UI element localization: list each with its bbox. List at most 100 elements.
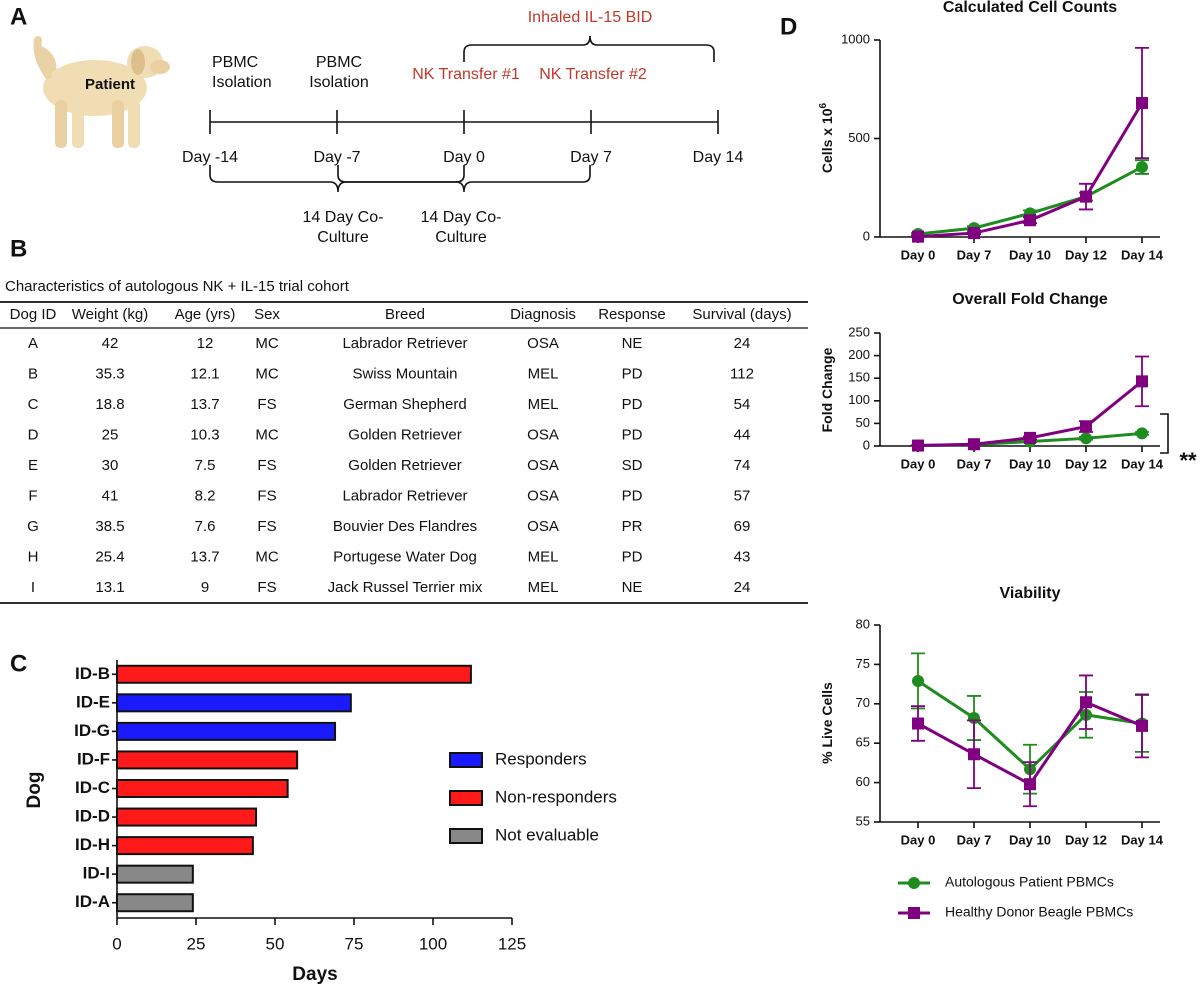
panel-label: C bbox=[10, 650, 27, 677]
bar bbox=[116, 750, 299, 770]
coculture-bracket bbox=[337, 165, 591, 193]
x-tick-label: Day 0 bbox=[901, 456, 936, 471]
coculture-label: 14 Day Co- bbox=[421, 209, 502, 226]
x-tick-label: Day 0 bbox=[901, 832, 936, 847]
point bbox=[968, 748, 980, 761]
y-tick-label: 55 bbox=[856, 813, 870, 828]
table-cell: MC bbox=[255, 426, 278, 443]
table-cell: 35.3 bbox=[95, 365, 124, 382]
table-cell: Labrador Retriever bbox=[342, 487, 467, 504]
table-cell: 13.7 bbox=[190, 396, 219, 413]
treatment-label: Inhaled IL-15 BID bbox=[528, 9, 653, 26]
point bbox=[1024, 431, 1036, 444]
x-tick-label: Day 10 bbox=[1009, 456, 1051, 471]
table-cell: OSA bbox=[527, 457, 559, 474]
table-cell: SD bbox=[622, 457, 643, 474]
x-tick-label: 50 bbox=[266, 934, 285, 953]
point bbox=[1080, 420, 1092, 433]
day-label: Day -14 bbox=[182, 149, 238, 166]
table-cell: 44 bbox=[734, 426, 751, 443]
x-tick-label: 75 bbox=[345, 934, 364, 953]
x-tick-label: Day 7 bbox=[957, 456, 992, 471]
table-cell: PD bbox=[622, 548, 643, 565]
point bbox=[1136, 161, 1148, 174]
table-cell: MEL bbox=[528, 365, 559, 382]
table-cell: 7.6 bbox=[195, 518, 216, 535]
annotation: ** bbox=[1179, 448, 1197, 473]
table-header: Response bbox=[598, 306, 666, 323]
table-cell: OSA bbox=[527, 426, 559, 443]
table-cell: 13.1 bbox=[95, 579, 124, 596]
table-cell: 41 bbox=[102, 487, 119, 504]
point bbox=[912, 230, 924, 243]
table-cell: 54 bbox=[734, 396, 751, 413]
y-tick-label: ID-D bbox=[75, 807, 110, 826]
y-tick-label: 0 bbox=[863, 437, 870, 452]
y-axis-label: % Live Cells bbox=[819, 682, 835, 764]
x-tick-label: Day 14 bbox=[1121, 247, 1164, 262]
table-cell: MEL bbox=[528, 579, 559, 596]
point bbox=[1024, 214, 1036, 227]
y-tick-label: 60 bbox=[856, 774, 870, 789]
day-label: Day 14 bbox=[693, 149, 744, 166]
y-axis-label: Fold Change bbox=[819, 347, 835, 432]
table-cell: C bbox=[28, 396, 39, 413]
x-tick-label: Day 12 bbox=[1065, 247, 1107, 262]
y-tick-label: ID-B bbox=[75, 664, 110, 683]
table-cell: MC bbox=[255, 548, 278, 565]
point bbox=[1136, 427, 1148, 440]
table-cell: 25.4 bbox=[95, 548, 124, 565]
table-header: Survival (days) bbox=[692, 306, 791, 323]
table-header: Weight (kg) bbox=[72, 306, 148, 323]
y-tick-label: 0 bbox=[863, 228, 870, 243]
x-tick-label: Day 7 bbox=[957, 832, 992, 847]
table-cell: PD bbox=[622, 487, 643, 504]
table-cell: Portugese Water Dog bbox=[333, 548, 477, 565]
y-tick-label: 80 bbox=[856, 616, 870, 631]
table-cell: B bbox=[28, 365, 38, 382]
x-tick-label: Day 12 bbox=[1065, 832, 1107, 847]
y-tick-label: ID-C bbox=[75, 778, 110, 797]
chart-title: Calculated Cell Counts bbox=[943, 0, 1117, 16]
y-tick-label: ID-F bbox=[77, 749, 110, 768]
y-tick-label: 100 bbox=[848, 392, 870, 407]
table-cell: D bbox=[28, 426, 39, 443]
x-tick-label: 25 bbox=[187, 934, 206, 953]
table-cell: 112 bbox=[730, 365, 754, 382]
y-tick-label: ID-H bbox=[75, 835, 110, 854]
panel-label: A bbox=[10, 3, 27, 30]
point bbox=[1136, 719, 1148, 732]
legend-label: Non-responders bbox=[495, 787, 617, 806]
point bbox=[1136, 375, 1148, 388]
table-cell: E bbox=[28, 457, 38, 474]
table-cell: Swiss Mountain bbox=[352, 365, 457, 382]
treatment-bracket bbox=[463, 35, 715, 62]
table-cell: PD bbox=[622, 365, 643, 382]
panel-label: D bbox=[780, 13, 797, 40]
panel-label: B bbox=[10, 235, 27, 262]
table-cell: 57 bbox=[734, 487, 751, 504]
y-tick-label: 50 bbox=[856, 415, 870, 430]
table-cell: German Shepherd bbox=[343, 396, 466, 413]
y-tick-label: 500 bbox=[848, 130, 870, 145]
point bbox=[1080, 190, 1092, 203]
significance-bracket bbox=[1160, 413, 1169, 454]
x-tick-label: Day 12 bbox=[1065, 456, 1107, 471]
table-header: Age (yrs) bbox=[175, 306, 236, 323]
table-cell: 25 bbox=[102, 426, 119, 443]
table-cell: FS bbox=[257, 396, 276, 413]
point bbox=[1136, 97, 1148, 110]
chart-title: Overall Fold Change bbox=[952, 291, 1108, 308]
bar bbox=[116, 664, 472, 684]
coculture-bracket bbox=[209, 165, 465, 193]
y-tick-label: ID-G bbox=[74, 721, 110, 740]
isolation-label: PBMC bbox=[316, 54, 362, 71]
table-cell: PD bbox=[622, 396, 643, 413]
table-cell: FS bbox=[257, 518, 276, 535]
y-tick-label: 70 bbox=[856, 695, 870, 710]
legend-label: Not evaluable bbox=[495, 825, 599, 844]
dog-illustration bbox=[33, 36, 170, 148]
x-tick-label: Day 0 bbox=[901, 247, 936, 262]
table-cell: NE bbox=[622, 335, 643, 352]
table-header: Breed bbox=[385, 306, 425, 323]
